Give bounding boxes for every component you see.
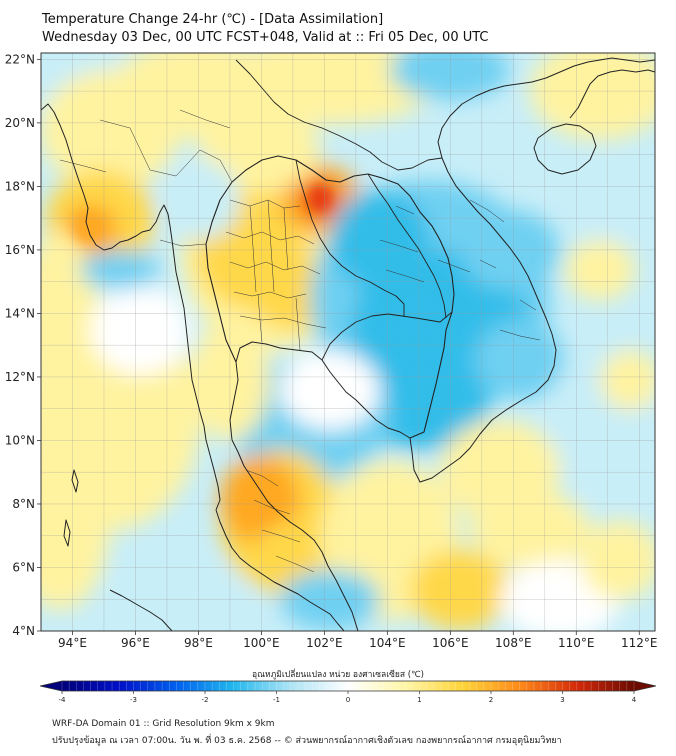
lon-tick-label: 96°E <box>121 636 150 650</box>
field-blob <box>250 250 330 330</box>
hainan-coastline <box>533 123 597 175</box>
lon-tick-label: 100°E <box>243 636 280 650</box>
colorbar: -4 -3 -2 -1 0 1 2 3 4 <box>39 680 657 704</box>
field-blob <box>390 310 450 370</box>
thailand-laos-border <box>295 159 405 316</box>
field-blobs-fine <box>74 186 450 520</box>
lat-tick-label: 8°N <box>12 497 35 511</box>
lon-tick-label: 102°E <box>306 636 343 650</box>
colorbar-tick-label: -2 <box>202 696 209 704</box>
lat-tick-label: 4°N <box>12 624 35 638</box>
latitude-ticks: 22°N 20°N 18°N 16°N 14°N 12°N 10°N 8°N 6°N 4°N <box>5 52 41 638</box>
peninsula-east-coast <box>231 439 359 631</box>
colorbar-tick-label: 1 <box>417 696 421 704</box>
field-blob <box>280 350 380 430</box>
field-blob <box>310 186 330 210</box>
lat-tick-label: 12°N <box>5 370 35 384</box>
colorbar-segments <box>61 681 635 691</box>
lon-tick-label: 108°E <box>495 636 532 650</box>
lon-tick-label: 104°E <box>369 636 406 650</box>
field-blob <box>280 570 380 630</box>
field-blob <box>475 320 565 400</box>
province-boundaries <box>59 109 541 573</box>
field-blob <box>560 160 655 240</box>
field-blob <box>244 480 280 520</box>
lon-tick-label: 112°E <box>621 636 658 650</box>
colorbar-tick-label: 2 <box>489 696 493 704</box>
gulf-coastline <box>229 57 655 483</box>
andaman-islands <box>63 469 79 547</box>
chart-subtitle: Wednesday 03 Dec, 00 UTC FCST+048, Valid… <box>42 30 489 45</box>
colorbar-ticks: -4 -3 -2 -1 0 1 2 3 4 <box>59 691 637 704</box>
colorbar-tick-label: 3 <box>560 696 564 704</box>
field-blob <box>565 240 635 300</box>
field-blob <box>80 250 160 290</box>
colorbar-tick-label: 4 <box>632 696 637 704</box>
lat-tick-label: 14°N <box>5 306 35 320</box>
field-blob <box>580 520 655 600</box>
temperature-field <box>41 53 655 631</box>
longitude-ticks: 94°E 96°E 98°E 100°E 102°E 104°E 106°E 108°E 110… <box>58 631 658 650</box>
lon-tick-label: 94°E <box>58 636 87 650</box>
field-blob <box>41 430 110 610</box>
colorbar-extend-high <box>634 681 656 691</box>
lon-tick-label: 98°E <box>184 636 213 650</box>
laos-cambodia-border <box>321 311 453 361</box>
lat-tick-label: 6°N <box>12 560 35 574</box>
colorbar-tick-label: 0 <box>346 696 350 704</box>
colorbar-tick-label: -1 <box>273 696 280 704</box>
colorbar-label: อุณหภูมิเปลี่ยนแปลง หน่วย องศาเซลเซียส (… <box>252 670 424 680</box>
lon-tick-label: 106°E <box>432 636 469 650</box>
colorbar-tick-label: -4 <box>59 696 67 704</box>
field-blob <box>530 53 655 140</box>
china-coastline <box>569 69 655 119</box>
lat-tick-label: 10°N <box>5 433 35 447</box>
peninsula-coastline <box>215 509 345 631</box>
lat-tick-label: 20°N <box>5 116 35 130</box>
field-blob <box>390 53 510 100</box>
field-blob <box>220 53 440 125</box>
map-frame <box>40 52 656 632</box>
national-borders <box>205 155 455 439</box>
myanmar-coastline <box>41 103 221 511</box>
field-blob <box>410 550 510 630</box>
field-blob <box>160 160 240 240</box>
field-blob <box>110 560 250 631</box>
vietnam-laos-border <box>367 173 447 319</box>
sumatra-coastline <box>109 589 173 631</box>
footer-credit: ปรับปรุงข้อมูล ณ เวลา 07:00น. วัน พ. ที่… <box>52 736 562 746</box>
chart-title: Temperature Change 24-hr (℃) - [Data Ass… <box>42 12 384 27</box>
field-blob <box>90 285 190 375</box>
lat-tick-label: 18°N <box>5 179 35 193</box>
colorbar-tick-label: -3 <box>130 696 137 704</box>
field-blob <box>440 420 560 520</box>
lon-tick-label: 110°E <box>558 636 595 650</box>
footer-model-info: WRF-DA Domain 01 :: Grid Resolution 9km … <box>52 719 275 729</box>
colorbar-extend-low <box>40 681 62 691</box>
map-gridlines <box>41 53 655 631</box>
lat-tick-label: 22°N <box>5 52 35 66</box>
coastlines-borders <box>41 57 655 631</box>
field-blob <box>600 350 655 410</box>
china-border <box>235 59 443 171</box>
lat-tick-label: 16°N <box>5 243 35 257</box>
